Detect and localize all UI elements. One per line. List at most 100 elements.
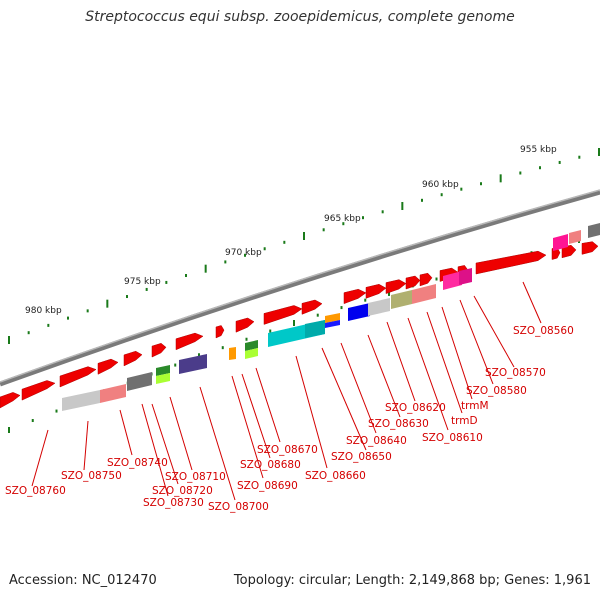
gene-label: SZO_08580 — [466, 385, 527, 397]
domain-box — [245, 348, 258, 359]
inner-tick — [221, 346, 224, 350]
gene-arrow — [365, 284, 387, 299]
gene-arrow — [235, 317, 255, 333]
scale-label-955: 955 kbp — [520, 145, 557, 155]
scale-tick — [480, 182, 482, 186]
inner-tick — [269, 329, 272, 333]
gene-arrow — [0, 392, 21, 409]
domain-box — [348, 303, 370, 321]
domain-box — [588, 223, 600, 238]
scale-tick — [598, 148, 600, 156]
inner-tick — [55, 409, 58, 413]
gene-arrow — [581, 241, 599, 255]
scale-tick — [106, 299, 109, 308]
scale-tick — [8, 336, 10, 344]
domain-box — [179, 354, 207, 374]
scale-tick — [401, 202, 404, 211]
scale-ticks — [8, 148, 600, 344]
domain-box — [459, 268, 472, 285]
scale-label-975: 975 kbp — [124, 277, 161, 287]
gene-label: SZO_08680 — [240, 459, 301, 471]
scale-tick — [244, 253, 246, 257]
domain-box — [443, 271, 462, 290]
domain-boxes — [62, 223, 600, 411]
gene-arrows — [0, 241, 599, 409]
domain-box — [100, 384, 126, 403]
domain-box — [553, 234, 568, 251]
scale-tick — [539, 166, 541, 170]
gene-arrow — [419, 272, 433, 287]
genome-backbone — [0, 189, 600, 387]
scale-tick — [460, 187, 463, 191]
scale-tick — [165, 280, 168, 284]
domain-box — [156, 373, 170, 384]
domain-box — [127, 372, 152, 391]
scale-labels: 955 kbp 960 kbp 965 kbp 970 kbp 975 kbp … — [25, 145, 557, 316]
scale-tick — [204, 264, 207, 273]
scale-tick — [362, 216, 364, 220]
accession-text: Accession: NC_012470 — [9, 573, 157, 588]
scale-tick — [145, 287, 148, 291]
gene-arrow — [97, 358, 119, 375]
scale-tick — [27, 331, 30, 335]
domain-box — [325, 313, 340, 323]
gene-arrow — [151, 343, 167, 358]
gene-label: SZO_08610 — [422, 432, 483, 444]
inner-tick — [293, 320, 295, 326]
gene-label: SZO_08660 — [305, 470, 366, 482]
inner-tick — [435, 277, 438, 281]
scale-tick — [558, 160, 561, 164]
gene-label: SZO_08630 — [368, 418, 429, 430]
scale-tick — [224, 260, 227, 264]
scale-label-965: 965 kbp — [324, 214, 361, 224]
scale-tick — [47, 323, 50, 327]
scale-tick — [342, 222, 345, 226]
scale-tick — [519, 171, 522, 175]
gene-arrow — [21, 380, 56, 401]
gene-label: SZO_08720 — [152, 485, 213, 497]
gene-label: SZO_08570 — [485, 367, 546, 379]
gene-label: SZO_08710 — [165, 471, 226, 483]
domain-box — [391, 290, 412, 309]
leader-lines — [31, 281, 542, 501]
domain-box — [412, 284, 436, 304]
scale-tick — [578, 155, 581, 159]
scale-tick — [381, 210, 384, 214]
gene-arrow — [385, 279, 407, 294]
gene-arrow — [343, 288, 367, 305]
map-title: Streptococcus equi subsp. zooepidemicus,… — [85, 9, 515, 25]
inner-tick — [340, 306, 343, 310]
domain-box — [245, 340, 258, 351]
scale-tick — [421, 198, 423, 202]
scale-tick — [322, 228, 325, 232]
gene-label: SZO_08650 — [331, 451, 392, 463]
gene-arrow — [215, 325, 225, 339]
gene-label: trmM — [461, 400, 489, 412]
gene-labels: SZO_08560 SZO_08570 SZO_08580 trmM trmD … — [5, 325, 574, 513]
scale-tick — [499, 174, 502, 183]
scale-label-980: 980 kbp — [25, 306, 62, 316]
domain-box — [305, 320, 325, 338]
scale-tick — [86, 309, 89, 313]
domain-box — [325, 320, 340, 328]
gene-label: SZO_08740 — [107, 457, 168, 469]
scale-tick — [126, 295, 128, 299]
inner-tick — [31, 419, 34, 423]
gene-arrow — [301, 299, 323, 315]
gene-label: trmD — [451, 415, 478, 427]
scale-tick — [440, 193, 443, 197]
gene-arrow — [59, 366, 97, 388]
inner-tick — [316, 313, 319, 317]
gene-label: SZO_08670 — [257, 444, 318, 456]
gene-label: SZO_08730 — [143, 497, 204, 509]
scale-tick — [67, 316, 69, 320]
scale-label-970: 970 kbp — [225, 248, 262, 258]
inner-tick — [174, 363, 177, 367]
inner-tick — [245, 337, 248, 341]
gene-arrow — [475, 250, 547, 275]
scale-label-960: 960 kbp — [422, 180, 459, 190]
gene-label: SZO_08750 — [61, 470, 122, 482]
gene-label: SZO_08620 — [385, 402, 446, 414]
domain-box — [156, 365, 170, 376]
gene-arrow — [561, 244, 577, 259]
